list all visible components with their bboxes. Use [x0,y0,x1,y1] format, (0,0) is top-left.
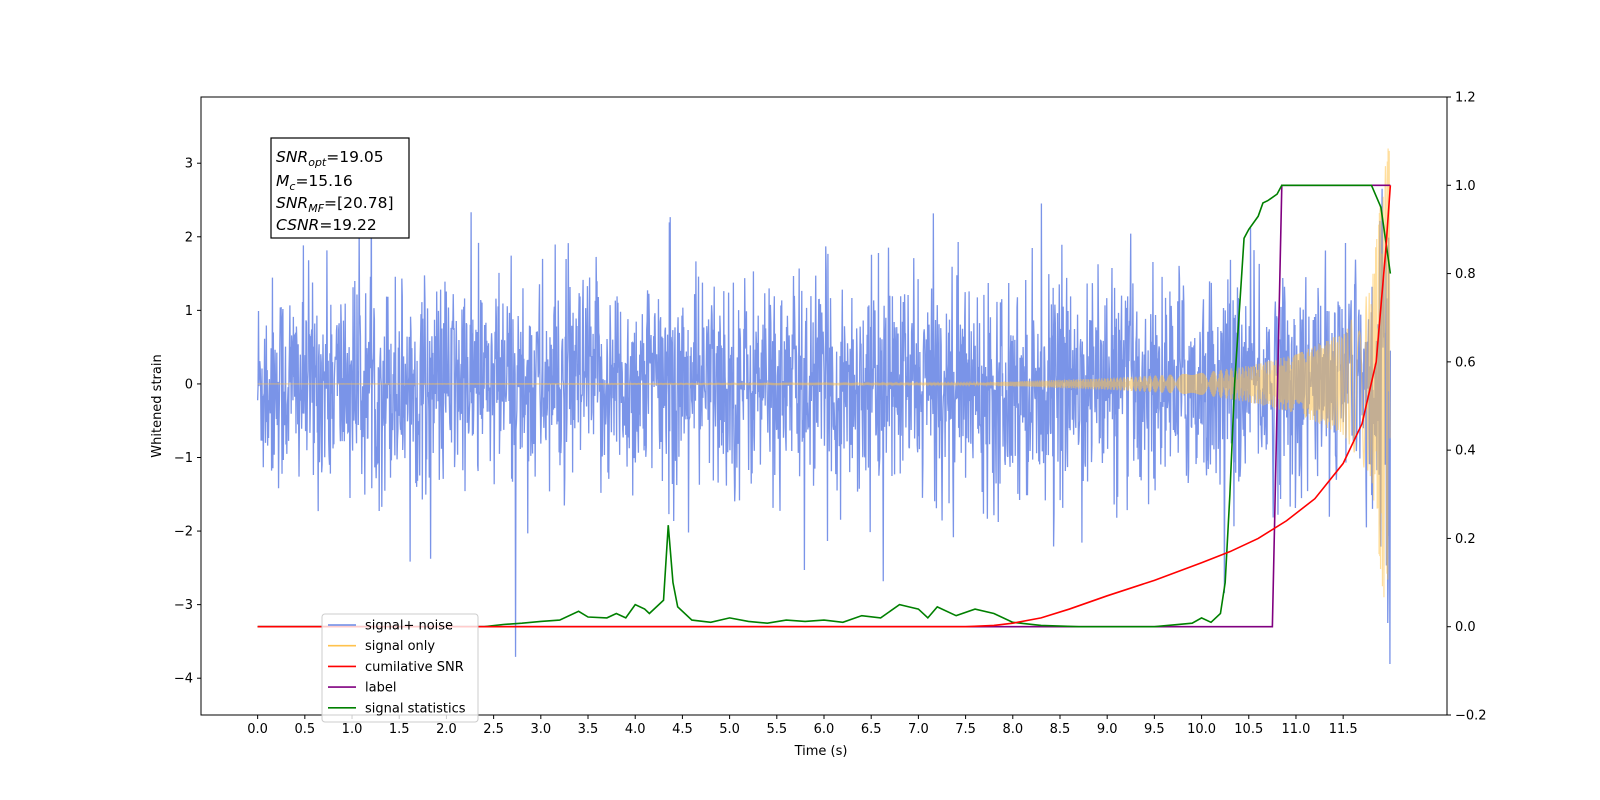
x-tick-label: 7.0 [908,722,929,737]
y-left-tick-label: 0 [185,377,193,392]
y-axis-left: 3 2 1 0 −1 −2 −3 −4 [174,157,201,687]
series-signal-statistics [257,184,1392,628]
x-tick-label: 8.5 [1050,722,1071,737]
annotation-snr-opt: SNRopt=19.05 [276,148,384,169]
y-right-tick-label: 1.2 [1455,91,1476,106]
y-left-tick-label: 1 [185,304,193,319]
x-tick-label: 10.0 [1187,722,1216,737]
x-tick-label: 4.5 [672,722,693,737]
series-signal-only [257,148,1391,598]
y-left-tick-label: −2 [174,525,193,540]
legend-label: label [365,681,396,696]
y-left-tick-label: −3 [174,598,193,613]
annotation-mc: Mc=15.16 [276,172,353,193]
x-tick-label: 10.5 [1234,722,1263,737]
annotation-csnr: CSNR=19.22 [276,216,377,234]
legend-label: signal+ noise [365,619,453,634]
x-tick-label: 1.0 [342,722,363,737]
y-right-tick-label: 0.2 [1455,532,1476,547]
x-tick-label: 3.5 [578,722,599,737]
annotation-snr-mf: SNRMF=[20.78] [276,194,394,215]
x-axis: 0.0 0.5 1.0 1.5 2.0 2.5 3.0 3.5 4.0 4.5 5.0 5.5 6.0 6… [247,715,1358,737]
y-right-tick-label: 0.6 [1455,355,1476,370]
y-left-tick-label: −1 [174,451,193,466]
x-tick-label: 8.0 [1002,722,1023,737]
x-tick-label: 3.0 [530,722,551,737]
x-tick-label: 9.5 [1144,722,1165,737]
y-left-tick-label: 2 [185,230,193,245]
y-axis-right: 1.2 1.0 0.8 0.6 0.4 0.2 0.0 −0.2 [1447,91,1487,724]
x-tick-label: 0.5 [294,722,315,737]
x-tick-label: 0.0 [247,722,268,737]
x-tick-label: 11.0 [1281,722,1310,737]
series-cumulative-snr [257,185,1392,628]
x-tick-label: 6.5 [861,722,882,737]
legend-label: signal only [365,639,435,654]
y-axis-title: Whitened strain [150,354,165,457]
annotation-frame [270,137,410,239]
x-tick-label: 2.0 [436,722,457,737]
legend-frame [321,613,479,723]
x-tick-label: 6.0 [814,722,835,737]
y-left-tick-label: −4 [174,672,193,687]
annotation-box: SNRopt=19.05 Mc=15.16 SNRMF=[20.78] CSNR… [270,137,410,239]
y-right-tick-label: 0.4 [1455,444,1476,459]
legend: signal+ noise signal only cumilative SNR la… [321,613,479,723]
x-tick-label: 5.5 [766,722,787,737]
y-left-tick-label: 3 [185,157,193,172]
y-right-tick-label: 1.0 [1455,179,1476,194]
x-tick-label: 5.0 [719,722,740,737]
x-tick-label: 9.0 [1097,722,1118,737]
series-layer [256,148,1392,664]
y-right-tick-label: 0.8 [1455,267,1476,282]
legend-label: cumilative SNR [365,660,464,675]
x-tick-label: 4.0 [625,722,646,737]
y-right-tick-label: −0.2 [1455,709,1487,724]
x-tick-label: 2.5 [483,722,504,737]
x-axis-title: Time (s) [794,744,848,759]
y-right-tick-label: 0.0 [1455,620,1476,635]
x-tick-label: 1.5 [389,722,410,737]
x-tick-label: 11.5 [1329,722,1358,737]
legend-label: signal statistics [365,701,466,716]
x-tick-label: 7.5 [955,722,976,737]
